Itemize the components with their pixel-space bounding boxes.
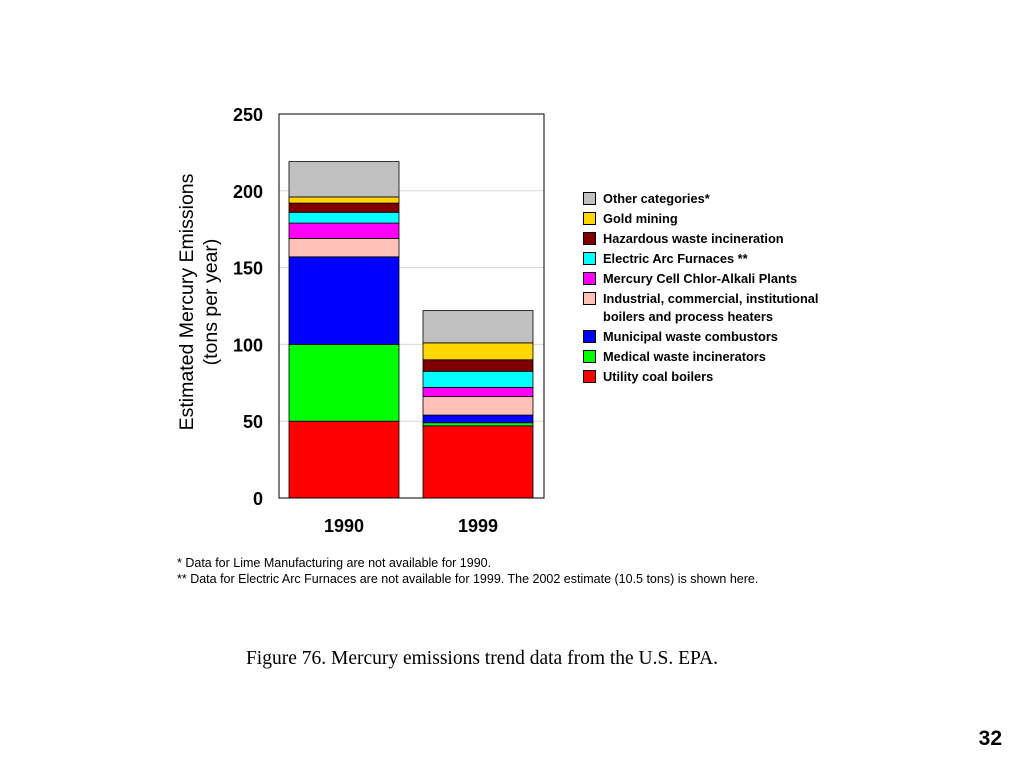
- legend-label: Hazardous waste incineration: [603, 231, 784, 246]
- bar-segment-1999-1: [422, 422, 534, 427]
- y-tick-label: 250: [233, 105, 263, 125]
- plot-area-frame: [278, 113, 545, 499]
- bar-segment-1990-3: [288, 238, 400, 258]
- legend-label: Utility coal boilers: [603, 369, 714, 384]
- legend-swatch: [583, 350, 596, 363]
- legend: Other categories* Gold mining Hazardous wa…: [583, 190, 863, 388]
- footnotes: * Data for Lime Manufacturing are not av…: [177, 555, 758, 587]
- bar-segment-1999-7: [422, 342, 534, 361]
- legend-swatch: [583, 212, 596, 225]
- legend-swatch: [583, 192, 596, 205]
- bar-segment-1999-4: [422, 387, 534, 398]
- page-number: 32: [978, 727, 1002, 750]
- bar-segment-1990-4: [288, 222, 400, 239]
- legend-label: Gold mining: [603, 211, 678, 226]
- legend-label: Other categories*: [603, 191, 710, 206]
- x-axis-labels: 1990 1999: [324, 516, 498, 536]
- y-axis-title: Estimated Mercury Emissions (tons per yea…: [176, 173, 222, 430]
- bar-segment-1999-8: [422, 310, 534, 344]
- legend-item: Electric Arc Furnaces **: [583, 250, 863, 268]
- legend-swatch: [583, 272, 596, 285]
- legend-item: Municipal waste combustors: [583, 328, 863, 346]
- y-tick-label: 200: [233, 182, 263, 202]
- footnote-2: ** Data for Electric Arc Furnaces are no…: [177, 572, 759, 586]
- x-tick-label-1999: 1999: [458, 516, 498, 536]
- x-tick-label-1990: 1990: [324, 516, 364, 536]
- figure-caption: Figure 76. Mercury emissions trend data …: [245, 648, 719, 669]
- legend-label: Mercury Cell Chlor-Alkali Plants: [603, 271, 798, 286]
- bar-segment-1999-2: [422, 414, 534, 424]
- legend-item: Industrial, commercial, institutional bo…: [583, 290, 863, 326]
- y-axis-ticks: 0 50 100 150 200 250: [233, 105, 263, 509]
- bar-segment-1990-1: [288, 343, 400, 422]
- legend-item: Hazardous waste incineration: [583, 230, 863, 248]
- legend-swatch: [583, 232, 596, 245]
- legend-swatch: [583, 330, 596, 343]
- bar-segment-1990-6: [288, 202, 400, 213]
- legend-label: Municipal waste combustors: [603, 329, 778, 344]
- legend-item: Other categories*: [583, 190, 863, 208]
- bar-segment-1990-2: [288, 256, 400, 345]
- y-tick-label: 100: [233, 335, 263, 355]
- legend-item: Utility coal boilers: [583, 368, 863, 386]
- bar-segment-1990-7: [288, 196, 400, 204]
- legend-item: Gold mining: [583, 210, 863, 228]
- y-tick-label: 0: [253, 489, 263, 509]
- y-tick-label: 50: [243, 412, 263, 432]
- bar-segment-1990-0: [288, 420, 400, 499]
- footnote-1: * Data for Lime Manufacturing are not av…: [177, 556, 492, 570]
- bar-segment-1999-6: [422, 359, 534, 372]
- legend-swatch: [583, 370, 596, 383]
- legend-swatch: [583, 252, 596, 265]
- y-axis-title-line: (tons per year): [200, 239, 222, 366]
- legend-label: Medical waste incinerators: [603, 349, 766, 364]
- bars: [288, 161, 534, 499]
- bar-segment-1990-8: [288, 161, 400, 198]
- bar-segment-1999-3: [422, 396, 534, 416]
- legend-swatch: [583, 292, 596, 305]
- legend-item: Mercury Cell Chlor-Alkali Plants: [583, 270, 863, 288]
- legend-item: Medical waste incinerators: [583, 348, 863, 366]
- legend-label: Industrial, commercial, institutional bo…: [603, 291, 819, 324]
- bar-segment-1999-5: [422, 370, 534, 388]
- bar-segment-1999-0: [422, 425, 534, 499]
- y-axis-title-line: Estimated Mercury Emissions: [176, 173, 198, 430]
- bar-segment-1990-5: [288, 211, 400, 224]
- legend-label: Electric Arc Furnaces **: [603, 251, 748, 266]
- y-tick-label: 150: [233, 259, 263, 279]
